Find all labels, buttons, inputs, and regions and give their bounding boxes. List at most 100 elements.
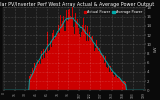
Bar [53,30,54,90]
Bar [96,40,97,90]
Bar [38,64,39,90]
Bar [76,22,77,90]
Bar [124,81,125,90]
Bar [104,63,105,90]
Bar [110,66,111,90]
Bar [86,41,87,90]
Bar [109,72,110,90]
Bar [70,16,71,90]
Bar [62,21,63,90]
Bar [99,48,100,90]
Bar [68,10,69,90]
Bar [73,27,74,90]
Bar [61,24,62,90]
Bar [33,72,34,90]
Bar [41,51,42,90]
Bar [87,38,88,90]
Bar [64,31,65,90]
Bar [75,14,76,90]
Bar [95,48,96,90]
Bar [85,25,86,90]
Bar [118,77,119,90]
Bar [54,39,55,90]
Bar [39,61,40,90]
Bar [29,76,30,90]
Bar [45,49,46,90]
Bar [51,47,52,90]
Bar [111,72,112,90]
Title: Solar PV/Inverter Perf West Array Actual & Average Power Output: Solar PV/Inverter Perf West Array Actual… [0,2,154,7]
Bar [78,28,79,90]
Bar [40,64,41,90]
Bar [59,33,60,90]
Bar [82,25,83,90]
Bar [123,81,124,90]
Bar [44,58,45,90]
Bar [100,53,101,90]
Bar [101,53,102,90]
Y-axis label: kW: kW [154,46,158,52]
Bar [57,33,58,90]
Bar [58,25,59,90]
Bar [97,46,98,90]
Bar [36,66,37,90]
Bar [105,56,106,90]
Bar [55,36,56,90]
Bar [93,42,94,90]
Bar [69,9,70,90]
Bar [72,5,73,90]
Bar [30,74,31,90]
Bar [50,41,51,90]
Bar [80,37,81,90]
Bar [77,19,78,90]
Bar [66,10,67,90]
Bar [117,78,118,90]
Bar [125,82,126,90]
Bar [94,43,95,90]
Bar [103,56,104,90]
Bar [115,74,116,90]
Bar [48,51,49,90]
Bar [60,15,61,90]
Bar [52,33,53,90]
Bar [106,67,107,90]
Bar [65,31,66,90]
Bar [122,82,123,90]
Bar [37,60,38,90]
Bar [56,35,57,90]
Legend: Actual Power, Average Power: Actual Power, Average Power [83,9,143,15]
Bar [108,66,109,90]
Bar [113,76,114,90]
Bar [92,36,93,90]
Bar [89,32,90,90]
Bar [91,37,92,90]
Bar [102,56,103,90]
Bar [49,51,50,90]
Bar [119,77,120,90]
Bar [121,80,122,90]
Bar [90,38,91,90]
Bar [98,51,99,90]
Bar [34,63,35,90]
Bar [107,68,108,90]
Bar [84,29,85,90]
Bar [112,71,113,90]
Bar [114,77,115,90]
Bar [67,21,68,90]
Bar [32,68,33,90]
Bar [43,49,44,90]
Bar [79,34,80,90]
Bar [47,32,48,90]
Bar [81,32,82,90]
Bar [116,75,117,90]
Bar [35,57,36,90]
Bar [42,59,43,90]
Bar [63,16,64,90]
Bar [46,53,47,90]
Bar [74,34,75,90]
Bar [120,78,121,90]
Bar [88,41,89,90]
Bar [31,74,32,90]
Bar [71,17,72,90]
Bar [83,18,84,90]
